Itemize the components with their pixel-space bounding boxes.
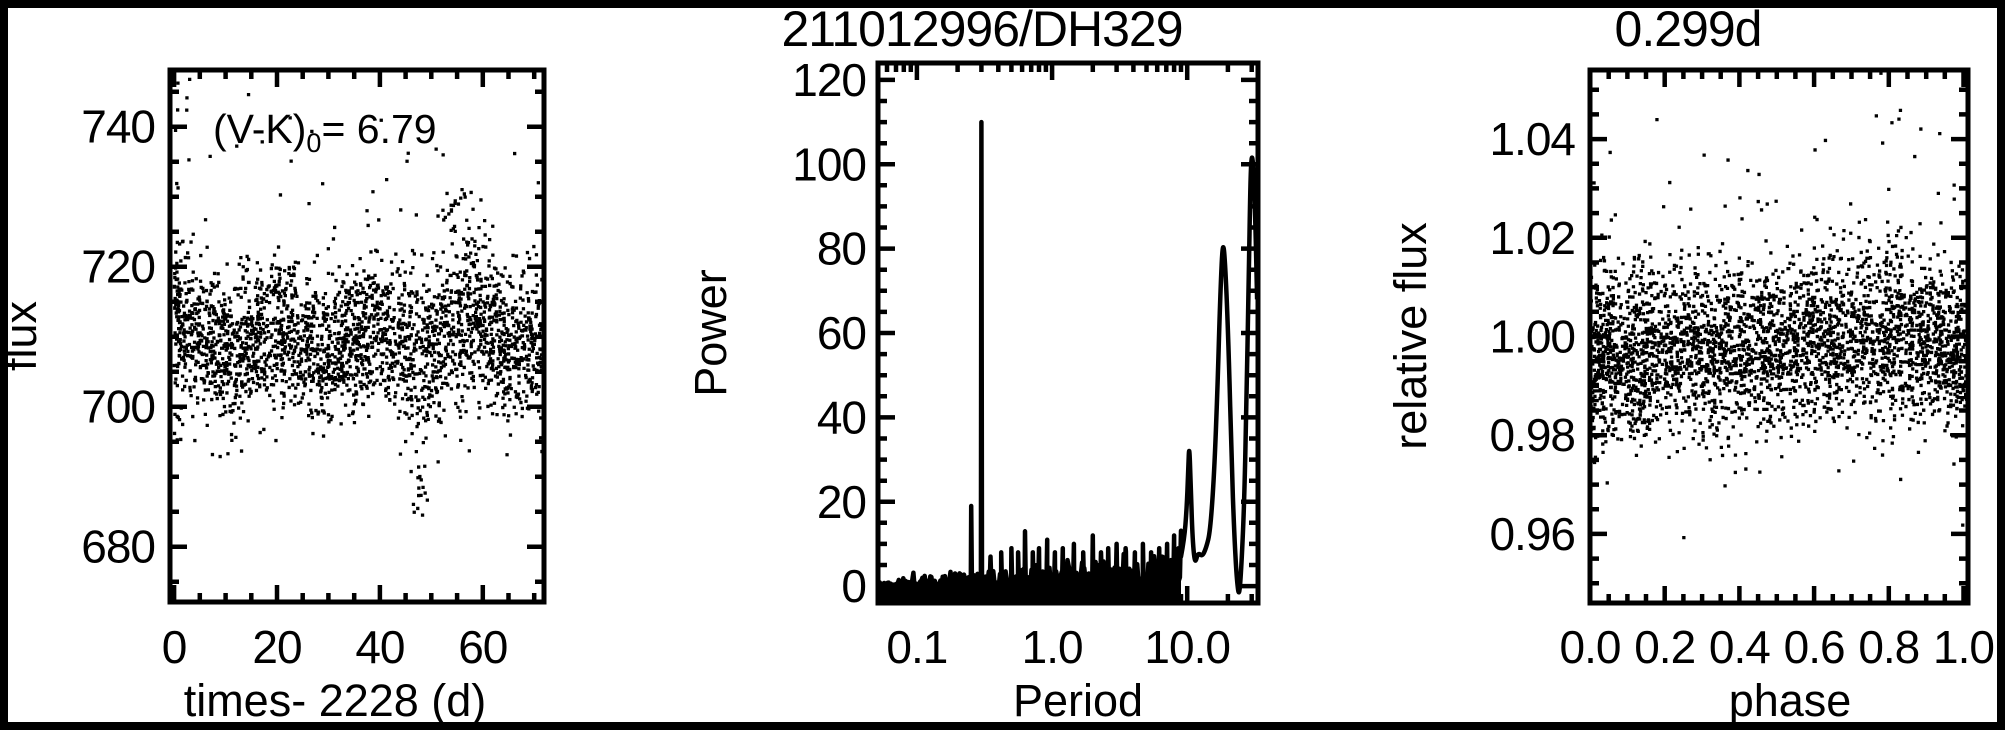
phased-flux-points <box>1590 71 1968 540</box>
panel-periodogram: 0.1 1.0 10.0 0 20 40 60 80 100 120 <box>792 54 1261 673</box>
vk-annotation-subscript: 0 <box>306 128 321 158</box>
y-tick-label: 0.98 <box>1489 409 1575 461</box>
x-tick-label: 0.2 <box>1634 621 1695 673</box>
y-tick-label: 0 <box>841 560 866 612</box>
x-tick-label: 0.4 <box>1709 621 1770 673</box>
y-tick-label: 1.04 <box>1489 113 1575 165</box>
flux-vs-time-points <box>172 77 544 517</box>
vk-annotation-base: (V-K) <box>213 106 306 152</box>
phased-xaxis-label: phase <box>1729 675 1852 726</box>
periodogram-yaxis-label: Power <box>685 269 736 397</box>
vk-annotation-value: = 6.79 <box>321 106 436 152</box>
y-tick-label: 700 <box>81 381 155 433</box>
y-tick-label: 60 <box>817 307 866 359</box>
vk-color-annotation: (V-K)0= 6.79 <box>213 106 437 158</box>
panel-phased-flux: 0.0 0.2 0.4 0.6 0.8 1.0 0.96 0.98 1.00 1.02 1.04 <box>1489 67 1995 673</box>
flux-vs-time-ticks <box>170 70 544 602</box>
x-tick-label: 60 <box>458 621 507 673</box>
y-tick-label: 740 <box>81 101 155 153</box>
x-tick-label: 0.1 <box>886 621 947 673</box>
y-tick-label: 680 <box>81 521 155 573</box>
y-tick-label: 1.00 <box>1489 311 1575 363</box>
x-tick-label: 1.0 <box>1933 621 1994 673</box>
x-tick-label: 40 <box>355 621 404 673</box>
periodogram-ticks <box>878 63 1258 603</box>
phased-flux-ticks <box>1587 70 1968 603</box>
flux-time-xaxis-label: times- 2228 (d) <box>184 675 487 726</box>
x-tick-label: 0.0 <box>1560 621 1621 673</box>
x-tick-label: 0.6 <box>1784 621 1845 673</box>
periodogram-tick-labels: 0.1 1.0 10.0 0 20 40 60 80 100 120 <box>792 54 1231 673</box>
x-tick-label: 10.0 <box>1144 621 1230 673</box>
y-tick-label: 1.02 <box>1489 212 1575 264</box>
phased-panel-title: 0.299d <box>1615 1 1762 57</box>
y-tick-label: 20 <box>817 476 866 528</box>
x-tick-label: 20 <box>252 621 301 673</box>
phased-yaxis-label: relative flux <box>1385 222 1436 450</box>
periodogram-noise-fill <box>878 122 1181 603</box>
y-tick-label: 0.96 <box>1489 508 1575 560</box>
panel-flux-vs-time: 0 20 40 60 680 700 720 740 <box>81 67 547 673</box>
y-tick-label: 120 <box>792 54 866 106</box>
periodogram-plot-box <box>875 60 1261 606</box>
periodogram-power-line <box>878 119 1258 595</box>
y-tick-label: 100 <box>792 138 866 190</box>
y-tick-label: 40 <box>817 391 866 443</box>
y-tick-label: 80 <box>817 223 866 275</box>
generated-plot-layers: 0 20 40 60 680 700 720 740 0.1 1.0 10.0 0 20 40 60 80 10… <box>81 54 1995 673</box>
y-tick-label: 720 <box>81 241 155 293</box>
periodogram-title: 211012996/DH329 <box>781 1 1182 57</box>
x-tick-label: 1.0 <box>1022 621 1083 673</box>
phased-flux-tick-labels: 0.0 0.2 0.4 0.6 0.8 1.0 0.96 0.98 1.00 1.02 1.04 <box>1489 113 1995 673</box>
periodogram-curve <box>878 119 1258 603</box>
flux-vs-time-tick-labels: 0 20 40 60 680 700 720 740 <box>81 101 508 673</box>
x-tick-label: 0 <box>162 621 187 673</box>
x-tick-label: 0.8 <box>1858 621 1919 673</box>
periodogram-xaxis-label: Period <box>1013 675 1143 726</box>
